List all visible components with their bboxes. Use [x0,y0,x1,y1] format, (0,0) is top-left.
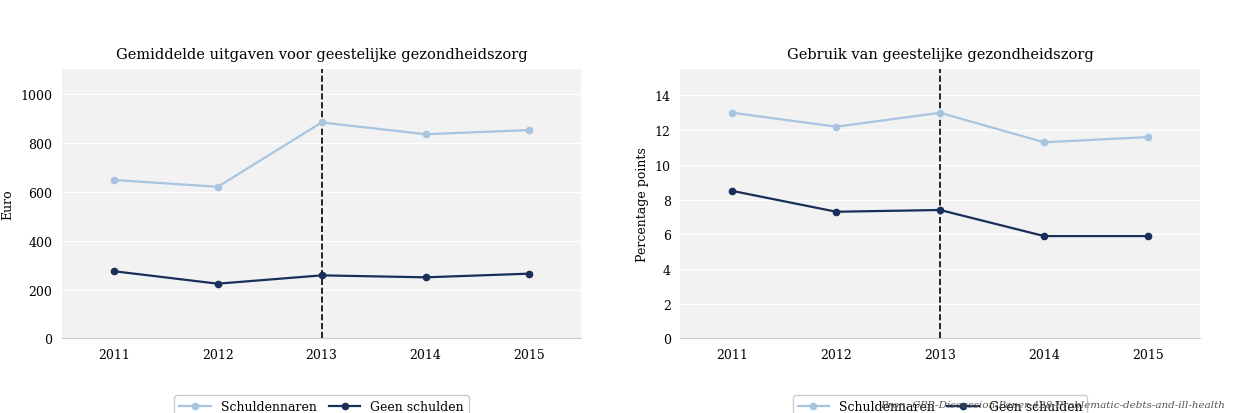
Y-axis label: Euro: Euro [1,189,15,220]
Line: Geen schulden: Geen schulden [110,268,533,287]
Geen schulden [725,189,740,194]
Legend: Schuldennaren, Geen schulden: Schuldennaren, Geen schulden [174,395,469,413]
Schuldennaren [418,133,433,138]
Schuldennaren [106,178,121,183]
Schuldennaren [829,125,844,130]
Geen schulden [522,271,537,276]
Schuldennaren [522,128,537,133]
Geen schulden [210,282,225,287]
Geen schulden [1037,234,1051,239]
Line: Schuldennaren: Schuldennaren [110,120,533,190]
Line: Schuldennaren: Schuldennaren [729,110,1152,146]
Schuldennaren [1141,135,1155,140]
Title: Gebruik van geestelijke gezondheidszorg: Gebruik van geestelijke gezondheidszorg [787,48,1094,62]
Schuldennaren [725,111,740,116]
Schuldennaren [314,121,329,126]
Schuldennaren [933,111,948,116]
Legend: Schuldennaren, Geen schulden: Schuldennaren, Geen schulden [793,395,1087,413]
Schuldennaren [210,185,225,190]
Geen schulden [829,210,844,215]
Geen schulden [418,275,433,280]
Text: Bron: CPB-Discussion-Paper-428-Problematic-debts-and-ill-health: Bron: CPB-Discussion-Paper-428-Problemat… [880,400,1225,409]
Geen schulden [933,208,948,213]
Y-axis label: Percentage points: Percentage points [636,147,649,262]
Line: Geen schulden: Geen schulden [729,188,1152,240]
Geen schulden [1141,234,1155,239]
Geen schulden [106,269,121,274]
Geen schulden [314,273,329,278]
Schuldennaren [1037,140,1051,145]
Title: Gemiddelde uitgaven voor geestelijke gezondheidszorg: Gemiddelde uitgaven voor geestelijke gez… [116,48,527,62]
